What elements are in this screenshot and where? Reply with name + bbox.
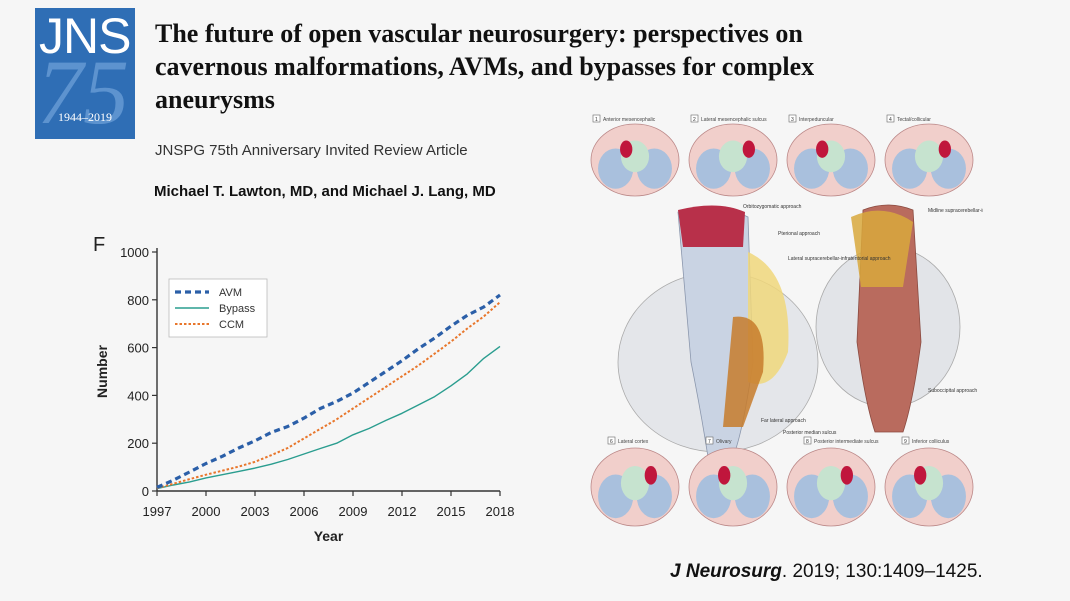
lesion-marker <box>816 140 829 158</box>
label-number: 8 <box>806 439 809 445</box>
x-tick-label: 2009 <box>339 504 368 519</box>
article-title: The future of open vascular neurosurgery… <box>155 19 815 114</box>
section-nucleus <box>816 465 846 501</box>
top-section-label: Anterior mesencephalic <box>603 117 656 123</box>
logo-letters: JNS <box>39 8 131 64</box>
bottom-section-label: Inferior colliculus <box>912 439 950 445</box>
series-line-ccm <box>156 301 501 490</box>
citation: J Neurosurg. 2019; 130:1409–1425. <box>670 561 983 583</box>
approach-label: Far lateral approach <box>761 418 806 424</box>
citation-journal: J Neurosurg <box>670 561 782 582</box>
bottom-section-label: Posterior intermediate sulcus <box>814 439 879 445</box>
label-number-box <box>705 436 714 445</box>
article-authors: Michael T. Lawton, MD, and Michael J. La… <box>154 183 496 200</box>
top-cross-section <box>786 123 876 197</box>
label-number-box <box>788 114 797 123</box>
citation-details: . 2019; 130:1409–1425. <box>781 561 983 582</box>
label-number: 2 <box>693 117 696 123</box>
label-number-box <box>607 436 616 445</box>
article-subtitle: JNSPG 75th Anniversary Invited Review Ar… <box>155 142 468 159</box>
top-cross-section <box>590 123 680 197</box>
approach-label: Midline supracerebellar-infratentorial a… <box>928 208 983 214</box>
top-cross-section <box>688 123 778 197</box>
approach-label: Orbitozygomatic approach <box>743 204 802 210</box>
bottom-section-label: Olivary <box>716 439 732 445</box>
top-section-label: Tectal/collicular <box>897 117 931 123</box>
midbrain-region <box>678 205 745 247</box>
brainstem-anatomy-illustration: 1 Anterior mesencephalic 2 Lateral mesencep… <box>590 114 983 527</box>
approach-label: Lateral supracerebellar-infratentorial a… <box>788 256 891 262</box>
x-tick-label: 2006 <box>290 504 319 519</box>
logo-75: 75 <box>37 41 129 139</box>
label-number: 6 <box>610 439 613 445</box>
label-number-box <box>901 436 910 445</box>
top-section-label: Lateral mesencephalic sulcus <box>701 117 767 123</box>
label-number-box <box>690 114 699 123</box>
legend-label-bypass: Bypass <box>219 303 256 315</box>
label-number: 1 <box>595 117 598 123</box>
bottom-cross-section <box>884 447 974 527</box>
supracerebellar-approach-zone <box>851 210 913 287</box>
label-number: 3 <box>791 117 794 123</box>
y-tick-label: 400 <box>127 388 149 403</box>
section-nucleus <box>914 140 944 173</box>
series-line-avm <box>156 293 501 489</box>
y-tick-label: 200 <box>127 436 149 451</box>
x-tick-label: 2003 <box>241 504 270 519</box>
jns-logo: 75 JNS 1944–2019 <box>35 8 135 139</box>
bottom-cross-section <box>688 447 778 527</box>
label-number-box <box>592 114 601 123</box>
legend-label-avm: AVM <box>219 287 242 299</box>
series-line-bypass <box>156 345 501 490</box>
label-number: 9 <box>904 439 907 445</box>
label-number: 7 <box>708 439 711 445</box>
far-lateral-approach-zone <box>723 316 764 427</box>
lesion-marker <box>742 140 755 158</box>
label-number-box <box>886 114 895 123</box>
lesion-marker <box>840 465 853 485</box>
top-section-label: Interpeduncular <box>799 117 834 123</box>
top-cross-section <box>884 123 974 197</box>
section-nucleus <box>620 465 650 501</box>
lesion-marker <box>718 465 731 485</box>
panel-label: F <box>93 234 105 256</box>
x-tick-label: 2015 <box>437 504 466 519</box>
line-chart: F 0 200 400 600 800 1000 1997 2000 2003 2006 2009 20… <box>93 234 515 544</box>
brainstem-posterior-view: Midline supracerebellar-infratentorial a… <box>788 204 983 433</box>
x-tick-label: 2018 <box>486 504 515 519</box>
lesion-marker <box>644 465 657 485</box>
legend-label-ccm: CCM <box>219 319 244 331</box>
x-tick-label: 1997 <box>143 504 172 519</box>
label-number-box <box>803 436 812 445</box>
approach-label: Suboccipital approach <box>928 388 977 394</box>
y-tick-label: 800 <box>127 293 149 308</box>
bottom-section-label: Lateral cortex <box>618 439 649 445</box>
bottom-cross-section <box>786 447 876 527</box>
x-tick-label: 2012 <box>388 504 417 519</box>
approach-label: Pterional approach <box>778 231 820 237</box>
lesion-marker <box>620 140 633 158</box>
y-tick-label: 0 <box>142 484 149 499</box>
x-tick-label: 2000 <box>192 504 221 519</box>
bottom-cross-section <box>590 447 680 527</box>
x-axis-label: Year <box>314 528 344 544</box>
lesion-marker <box>914 465 927 485</box>
logo-years: 1944–2019 <box>58 110 112 124</box>
lesion-marker <box>938 140 951 158</box>
y-axis-label: Number <box>94 345 110 398</box>
label-number: 4 <box>889 117 892 123</box>
approach-label: Posterior median sulcus <box>783 430 837 436</box>
brainstem-lateral-view: Orbitozygomatic approach Pterional approa… <box>617 204 820 458</box>
y-tick-label: 1000 <box>120 245 149 260</box>
y-tick-label: 600 <box>127 341 149 356</box>
section-nucleus <box>718 140 748 173</box>
